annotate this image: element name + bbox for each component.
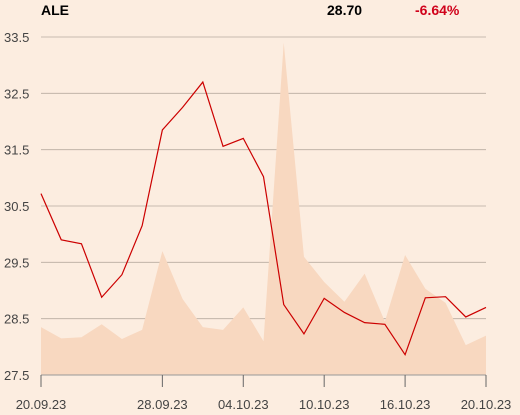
y-axis-labels: 33.5 32.5 31.5 30.5 29.5 28.5 27.5 — [4, 30, 29, 383]
y-tick-label: 30.5 — [4, 199, 29, 214]
price-change-percent: -6.64% — [415, 2, 460, 18]
y-tick-label: 27.5 — [4, 368, 29, 383]
grid-lines — [41, 36, 486, 320]
y-tick-label: 28.5 — [4, 312, 29, 327]
x-tick-label: 16.10.23 — [380, 397, 431, 412]
x-tick-label: 04.10.23 — [218, 397, 269, 412]
price-line — [40, 80, 487, 357]
last-price: 28.70 — [327, 2, 363, 18]
volume-area — [41, 42, 486, 376]
y-tick-label: 29.5 — [4, 255, 29, 270]
y-tick-label: 31.5 — [4, 143, 29, 158]
y-tick-label: 32.5 — [4, 86, 29, 101]
x-axis: 20.09.23 28.09.23 04.10.23 10.10.23 16.10.23… — [16, 374, 512, 412]
x-tick-label: 10.10.23 — [299, 397, 350, 412]
x-tick-label: 20.10.23 — [461, 397, 512, 412]
ticker-symbol: ALE — [41, 2, 69, 18]
y-tick-label: 33.5 — [4, 30, 29, 45]
x-tick-label: 20.09.23 — [16, 397, 67, 412]
x-tick-label: 28.09.23 — [137, 397, 188, 412]
